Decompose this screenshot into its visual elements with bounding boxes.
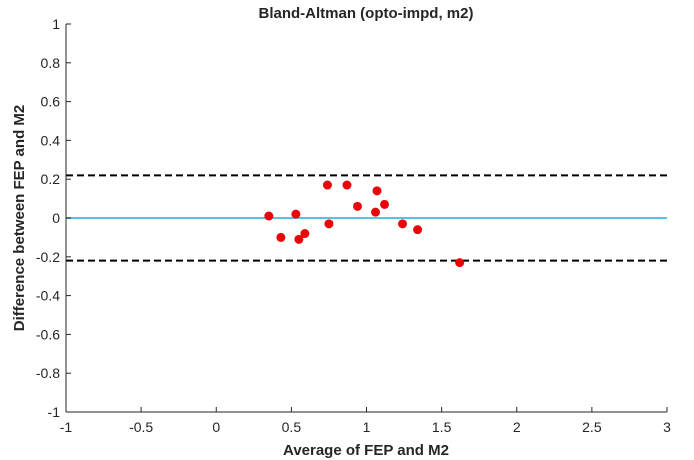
chart-title: Bland-Altman (opto-impd, m2) (259, 5, 474, 22)
x-tick-label: 3 (663, 419, 671, 435)
y-tick-label: -1 (48, 404, 61, 420)
x-tick-label: -0.5 (129, 419, 153, 435)
data-point (291, 209, 301, 219)
x-tick-label: 0.5 (282, 419, 302, 435)
y-tick-label: 0 (52, 210, 60, 226)
data-point (294, 234, 304, 244)
y-tick-label: -0.4 (36, 288, 60, 304)
y-tick-label: 1 (52, 16, 60, 32)
x-tick-label: 2.5 (582, 419, 602, 435)
data-point (352, 201, 362, 211)
data-point (455, 258, 465, 268)
data-point (413, 225, 423, 235)
y-tick-label: 0.6 (41, 94, 61, 110)
y-tick-label: 0.8 (41, 55, 61, 71)
y-tick-label: 0.4 (41, 132, 61, 148)
y-tick-label: 0.2 (41, 171, 61, 187)
y-axis-label: Difference between FEP and M2 (11, 105, 28, 331)
x-tick-label: 1 (363, 419, 371, 435)
y-tick-label: -0.2 (36, 249, 60, 265)
data-point (398, 219, 408, 229)
x-tick-label: 2 (513, 419, 521, 435)
x-tick-label: 1.5 (432, 419, 452, 435)
y-tick-label: -0.8 (36, 365, 60, 381)
data-point (372, 186, 382, 196)
data-point (276, 232, 286, 242)
data-point (324, 219, 334, 229)
data-point (264, 211, 274, 221)
x-tick-label: 0 (212, 419, 220, 435)
data-point (300, 229, 310, 239)
plot-area: -1 -0.5 0 0.5 1 1.5 2 2.5 3 -1 -0.8 -0.6 -0.4 -0.2 0 0.… (36, 16, 671, 435)
data-point (342, 180, 352, 190)
x-tick-label: -1 (60, 419, 73, 435)
x-axis-label: Average of FEP and M2 (283, 442, 449, 459)
data-point (371, 207, 381, 217)
data-point (322, 180, 332, 190)
data-point (380, 199, 390, 209)
y-tick-label: -0.6 (36, 326, 60, 342)
